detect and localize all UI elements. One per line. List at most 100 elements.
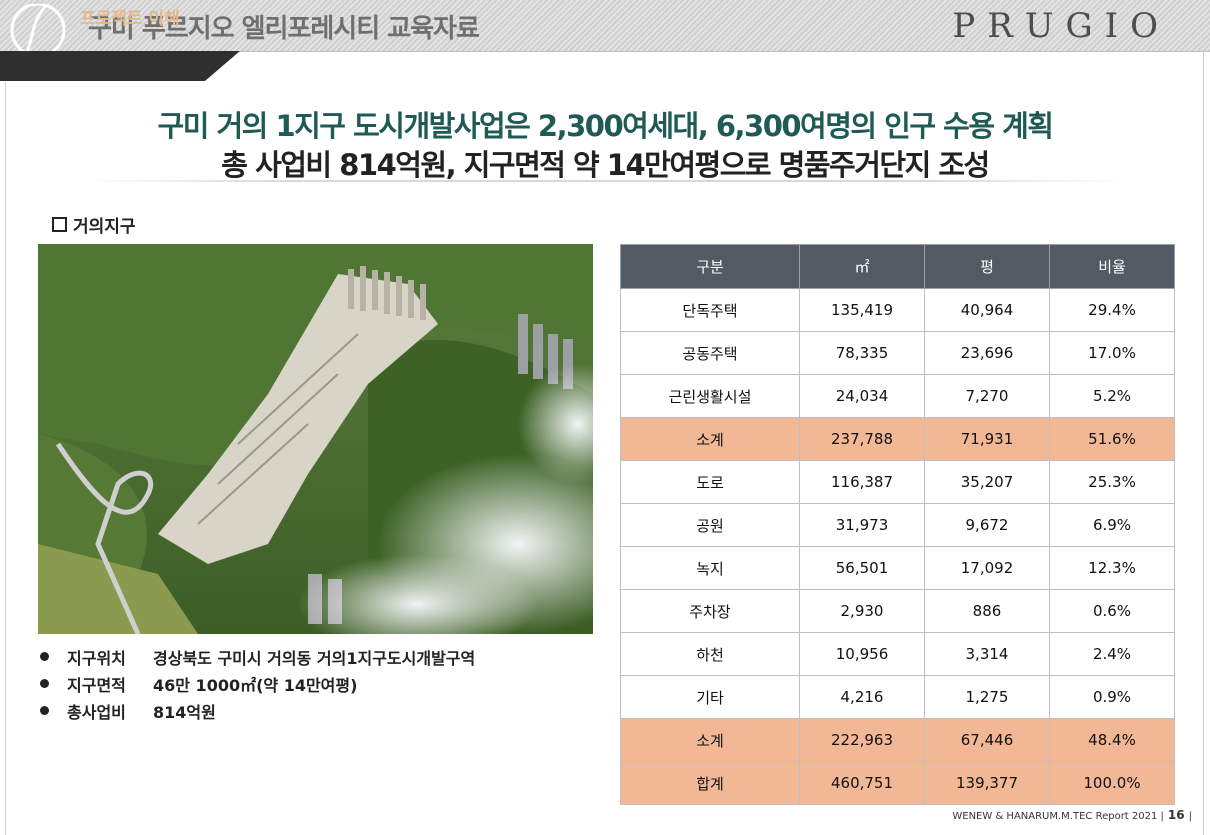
cell-category: 소계: [620, 417, 800, 461]
cell-area-pyeong: 1,275: [924, 675, 1050, 719]
table-subtotal-row: 소계 237,788 71,931 51.6%: [620, 417, 1175, 461]
table-row: 공동주택 78,335 23,696 17.0%: [620, 331, 1175, 375]
cell-ratio: 29.4%: [1049, 288, 1175, 332]
header-title: 구미 푸르지오 엘리포레시티 교육자료: [88, 14, 480, 44]
cell-ratio: 2.4%: [1049, 632, 1175, 676]
brand-logo: PRUGIO: [952, 6, 1170, 46]
cell-area-pyeong: 3,314: [924, 632, 1050, 676]
cell-area-sqm: 31,973: [799, 503, 925, 547]
cell-category: 근린생활시설: [620, 374, 800, 418]
cell-ratio: 12.3%: [1049, 546, 1175, 590]
cell-area-pyeong: 67,446: [924, 718, 1050, 762]
cell-area-sqm: 78,335: [799, 331, 925, 375]
subsection-title: 거의지구: [73, 217, 136, 237]
footer-separator: |: [1188, 811, 1192, 822]
district-info-list: 지구위치 경상북도 구미시 거의동 거의1지구도시개발구역 지구면적 46만 1…: [40, 643, 475, 724]
cell-area-pyeong: 71,931: [924, 417, 1050, 461]
checkbox-icon: [52, 217, 67, 232]
cell-ratio: 5.2%: [1049, 374, 1175, 418]
cell-area-sqm: 2,930: [799, 589, 925, 633]
cell-area-pyeong: 9,672: [924, 503, 1050, 547]
footer-text: WENEW & HANARUM.M.TEC Report 2021: [952, 811, 1158, 822]
aerial-image: [38, 244, 593, 634]
page-number: 16: [1167, 808, 1185, 822]
cell-area-sqm: 135,419: [799, 288, 925, 332]
frame-line-right: [1203, 51, 1204, 835]
info-label: 지구위치: [67, 648, 126, 668]
table-row: 근린생활시설 24,034 7,270 5.2%: [620, 374, 1175, 418]
cell-area-pyeong: 7,270: [924, 374, 1050, 418]
subsection-heading: 거의지구: [52, 212, 136, 237]
cell-category: 녹지: [620, 546, 800, 590]
cell-category: 도로: [620, 460, 800, 504]
header-ratio: 비율: [1049, 244, 1175, 289]
table-row: 공원 31,973 9,672 6.9%: [620, 503, 1175, 547]
header-category: 구분: [620, 244, 800, 289]
info-label: 총사업비: [67, 702, 126, 722]
cell-category: 소계: [620, 718, 800, 762]
cell-area-pyeong: 139,377: [924, 761, 1050, 805]
cell-ratio: 51.6%: [1049, 417, 1175, 461]
land-use-table: 구분 ㎡ 평 비율 단독주택 135,419 40,964 29.4% 공동주택 78,3…: [620, 244, 1175, 805]
info-value: 814억원: [153, 702, 216, 722]
headline-line-2: 총 사업비 814억원, 지구면적 약 14만여평으로 명품주거단지 조성: [221, 148, 990, 182]
section-tab-label: 프로젝트 이해: [80, 9, 180, 29]
header-bar: 구미 푸르지오 엘리포레시티 교육자료 PRUGIO: [0, 0, 1210, 71]
cell-ratio: 17.0%: [1049, 331, 1175, 375]
table-row: 녹지 56,501 17,092 12.3%: [620, 546, 1175, 590]
frame-line-left: [5, 82, 6, 835]
cell-area-sqm: 4,216: [799, 675, 925, 719]
cell-area-sqm: 222,963: [799, 718, 925, 762]
bullet-icon: [40, 706, 49, 715]
cell-area-pyeong: 17,092: [924, 546, 1050, 590]
cell-area-sqm: 24,034: [799, 374, 925, 418]
cell-area-sqm: 56,501: [799, 546, 925, 590]
cell-category: 공동주택: [620, 331, 800, 375]
cell-category: 하천: [620, 632, 800, 676]
info-item: 총사업비 814억원: [40, 697, 475, 724]
cell-area-pyeong: 35,207: [924, 460, 1050, 504]
table-row: 단독주택 135,419 40,964 29.4%: [620, 288, 1175, 332]
cell-area-sqm: 460,751: [799, 761, 925, 805]
info-item: 지구면적 46만 1000㎡(약 14만여평): [40, 670, 475, 697]
table-row: 하천 10,956 3,314 2.4%: [620, 632, 1175, 676]
info-label: 지구면적: [67, 675, 126, 695]
table-row: 주차장 2,930 886 0.6%: [620, 589, 1175, 633]
cell-area-pyeong: 23,696: [924, 331, 1050, 375]
cell-ratio: 100.0%: [1049, 761, 1175, 805]
table-subtotal-row: 소계 222,963 67,446 48.4%: [620, 718, 1175, 762]
info-value: 경상북도 구미시 거의동 거의1지구도시개발구역: [153, 648, 476, 668]
cell-area-pyeong: 40,964: [924, 288, 1050, 332]
bullet-icon: [40, 679, 49, 688]
cell-ratio: 25.3%: [1049, 460, 1175, 504]
footer-separator: |: [1160, 811, 1164, 822]
cell-category: 단독주택: [620, 288, 800, 332]
footer: WENEW & HANARUM.M.TEC Report 2021 | 16 |: [952, 808, 1192, 822]
table-body: 단독주택 135,419 40,964 29.4% 공동주택 78,335 23,696 17…: [620, 288, 1175, 805]
headline-line-1: 구미 거의 1지구 도시개발사업은 2,300여세대, 6,300여명의 인구 …: [157, 109, 1054, 143]
cell-area-pyeong: 886: [924, 589, 1050, 633]
table-header-row: 구분 ㎡ 평 비율: [620, 244, 1175, 289]
headline-divider: [80, 180, 1130, 182]
cell-category: 합계: [620, 761, 800, 805]
table-row: 기타 4,216 1,275 0.9%: [620, 675, 1175, 719]
header-area-pyeong: 평: [924, 244, 1050, 289]
cell-ratio: 0.9%: [1049, 675, 1175, 719]
cell-ratio: 48.4%: [1049, 718, 1175, 762]
bullet-icon: [40, 652, 49, 661]
cell-ratio: 6.9%: [1049, 503, 1175, 547]
cell-category: 공원: [620, 503, 800, 547]
section-tab: [0, 51, 240, 81]
aerial-illustration: [38, 244, 593, 634]
table-row: 도로 116,387 35,207 25.3%: [620, 460, 1175, 504]
table-subtotal-row: 합계 460,751 139,377 100.0%: [620, 761, 1175, 805]
info-value: 46만 1000㎡(약 14만여평): [153, 675, 358, 695]
cell-category: 기타: [620, 675, 800, 719]
header-area-sqm: ㎡: [799, 244, 925, 289]
cell-category: 주차장: [620, 589, 800, 633]
info-item: 지구위치 경상북도 구미시 거의동 거의1지구도시개발구역: [40, 643, 475, 670]
cell-area-sqm: 10,956: [799, 632, 925, 676]
cell-area-sqm: 116,387: [799, 460, 925, 504]
cell-ratio: 0.6%: [1049, 589, 1175, 633]
cell-area-sqm: 237,788: [799, 417, 925, 461]
